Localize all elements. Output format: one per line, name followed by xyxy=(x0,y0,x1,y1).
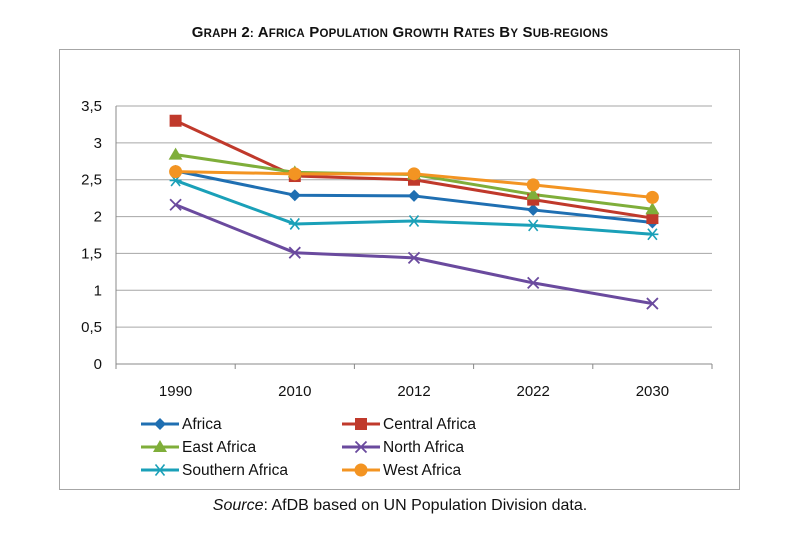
data-point-north-africa xyxy=(288,246,301,259)
data-point-east-africa xyxy=(168,147,183,160)
title-word-rest: ATES xyxy=(464,28,495,40)
y-tick-label: 0 xyxy=(94,356,102,373)
source-label: Source xyxy=(212,497,264,514)
data-point-southern-africa xyxy=(288,217,301,230)
legend-marker xyxy=(354,440,368,454)
legend-label: Africa xyxy=(182,416,222,433)
legend-marker xyxy=(354,463,368,477)
chart-frame xyxy=(59,49,740,490)
y-tick-label: 1 xyxy=(94,282,102,299)
title-word-initial: G xyxy=(192,24,204,41)
legend-item-east-africa: East Africa xyxy=(141,439,256,456)
data-point-east-africa xyxy=(526,187,541,200)
data-point-southern-africa xyxy=(408,214,420,228)
y-tick-label: 3,5 xyxy=(81,98,102,115)
title-word-initial: A xyxy=(254,24,269,41)
title-word-rest: : xyxy=(250,28,254,40)
x-tick-label: 2022 xyxy=(517,383,550,400)
data-point-southern-africa xyxy=(527,219,540,232)
legend-marker xyxy=(154,463,166,477)
data-point-west-africa xyxy=(645,190,659,204)
title-word-rest: RAPH xyxy=(204,28,237,40)
legend-item-southern-africa: Southern Africa xyxy=(141,462,288,479)
title-word-initial: S xyxy=(518,24,533,41)
legend-item-north-africa: North Africa xyxy=(342,439,464,456)
y-tick-label: 0,5 xyxy=(81,319,102,336)
legend-label: Central Africa xyxy=(383,416,476,433)
data-point-west-africa xyxy=(169,165,183,179)
chart-title: GRAPH 2: AFRICA POPULATION GROWTH RATES … xyxy=(0,22,800,44)
y-tick-label: 2,5 xyxy=(81,172,102,189)
data-point-southern-africa xyxy=(646,228,659,241)
title-word-rest: ROWTH xyxy=(404,28,448,40)
data-point-north-africa xyxy=(527,276,540,290)
title-word-rest: FRICA xyxy=(269,28,305,40)
x-tick-label: 2010 xyxy=(278,383,311,400)
legend-label: North Africa xyxy=(383,439,464,456)
chart-title-svg: GRAPH 2: AFRICA POPULATION GROWTH RATES … xyxy=(192,24,609,41)
title-word-initial: 2 xyxy=(237,24,250,41)
legend-item-central-africa: Central Africa xyxy=(342,416,476,433)
data-point-north-africa xyxy=(646,297,659,310)
legend-item-west-africa: West Africa xyxy=(342,462,461,479)
data-point-central-africa xyxy=(646,212,659,225)
title-word-rest: Y xyxy=(510,28,518,40)
title-word-initial: R xyxy=(449,24,464,41)
data-point-east-africa xyxy=(645,202,660,215)
data-point-north-africa xyxy=(169,198,182,211)
title-word-initial: P xyxy=(305,24,320,41)
data-point-west-africa xyxy=(526,178,540,192)
y-tick-label: 3 xyxy=(94,135,102,152)
legend-label: Southern Africa xyxy=(182,462,288,479)
data-point-west-africa xyxy=(288,167,302,181)
legend-label: West Africa xyxy=(383,462,461,479)
x-tick-label: 1990 xyxy=(159,383,192,400)
legend-marker xyxy=(153,440,167,452)
source-note: Source: AfDB based on UN Population Divi… xyxy=(0,497,800,515)
y-tick-label: 1,5 xyxy=(81,245,102,262)
data-point-africa xyxy=(288,189,301,202)
x-tick-label: 2030 xyxy=(636,383,669,400)
title-word-initial: G xyxy=(388,24,404,41)
data-point-africa xyxy=(527,203,540,216)
data-point-central-africa xyxy=(169,114,182,127)
chart-title-text: GRAPH 2: AFRICA POPULATION GROWTH RATES … xyxy=(192,24,609,41)
title-word-rest: UB-REGIONS xyxy=(533,28,609,40)
x-tick-label: 2012 xyxy=(397,383,430,400)
legend-item-africa: Africa xyxy=(141,416,222,433)
legend-label: East Africa xyxy=(182,439,256,456)
legend-marker xyxy=(154,418,166,430)
title-word-rest: OPULATION xyxy=(320,28,389,40)
legend-marker xyxy=(355,418,367,430)
source-text: : AfDB based on UN Population Division d… xyxy=(263,497,588,514)
title-word-initial: B xyxy=(495,24,510,41)
data-point-west-africa xyxy=(407,167,421,181)
data-point-north-africa xyxy=(407,251,421,264)
y-tick-label: 2 xyxy=(94,209,102,226)
data-point-africa xyxy=(408,189,420,202)
